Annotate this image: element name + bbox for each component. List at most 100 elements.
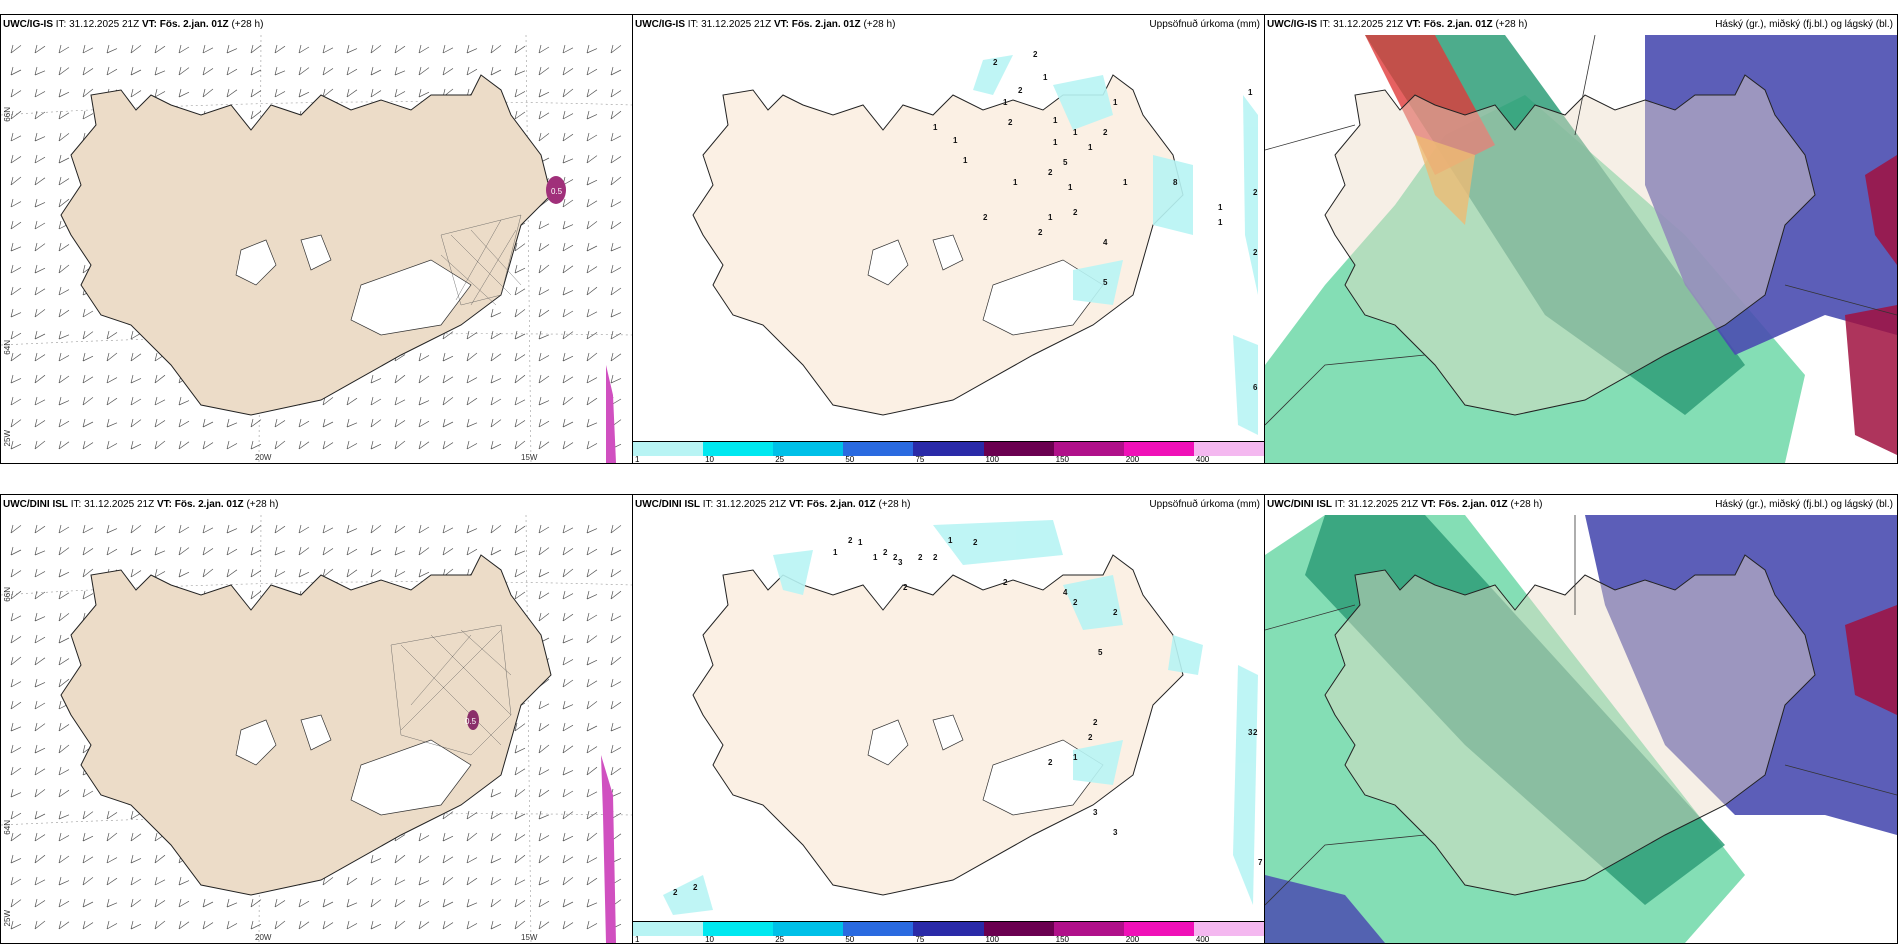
wind-barb <box>538 876 550 886</box>
wind-barb <box>10 198 22 208</box>
wind-barb <box>538 832 550 842</box>
wind-barb <box>610 590 622 600</box>
wind-barb <box>58 176 70 186</box>
wind-barb <box>538 810 550 820</box>
wind-barb <box>58 788 70 798</box>
wind-barb <box>58 590 70 600</box>
wind-barb <box>562 110 574 120</box>
wind-barb <box>10 766 22 776</box>
colorbar-tick: 10 <box>705 935 715 944</box>
precip-value-label: 8 <box>1173 178 1178 187</box>
wind-barb <box>130 810 142 820</box>
wind-barb <box>562 308 574 318</box>
wind-barb <box>538 110 550 120</box>
precip-value-label: 1 <box>1073 128 1078 137</box>
wind-barb <box>490 810 502 820</box>
colorbar-swatch <box>1123 921 1195 936</box>
wind-barb <box>154 396 166 406</box>
precip-value-label: 2 <box>1038 228 1043 237</box>
lat-label-64: 64N <box>3 820 12 835</box>
precip-value-label: 2 <box>673 888 678 897</box>
wind-barb <box>130 396 142 406</box>
wind-barb <box>346 396 358 406</box>
wind-barb <box>10 722 22 732</box>
wind-barb <box>586 88 598 98</box>
wind-barb <box>82 920 94 930</box>
wind-barb <box>538 418 550 428</box>
precip-value-label: 3 <box>1248 728 1253 737</box>
wind-barb <box>130 44 142 54</box>
wind-barb <box>490 440 502 450</box>
panel-wind-top: UWC/IG-IS IT: 31.12.2025 21Z VT: Fös. 2.… <box>0 14 633 464</box>
panel-precip-top: UWC/IG-IS IT: 31.12.2025 21Z VT: Fös. 2.… <box>632 14 1265 464</box>
wind-barb <box>370 524 382 534</box>
wind-barb <box>394 524 406 534</box>
wind-barb <box>322 568 334 578</box>
wind-barb <box>202 88 214 98</box>
wind-barb <box>562 242 574 252</box>
precip-value-label: 6 <box>1253 383 1258 392</box>
colorbar-swatch <box>773 921 845 936</box>
wind-barb <box>442 66 454 76</box>
wind-barb <box>610 330 622 340</box>
precip-value-label: 2 <box>1253 728 1258 737</box>
colorbar-swatch <box>773 441 845 456</box>
wind-barb <box>538 568 550 578</box>
lon-label-15: 15W <box>521 933 538 942</box>
wind-barb <box>226 898 238 908</box>
wind-barb <box>514 396 526 406</box>
wind-barb <box>322 88 334 98</box>
wind-barb <box>514 440 526 450</box>
wind-barb <box>10 678 22 688</box>
wind-barb <box>250 110 262 120</box>
wind-barb <box>490 396 502 406</box>
precip-value-label: 1 <box>1013 178 1018 187</box>
precip-value-label: 2 <box>993 58 998 67</box>
wind-barb <box>34 418 46 428</box>
wind-barb <box>10 418 22 428</box>
wind-barb <box>610 568 622 578</box>
wind-barb <box>466 66 478 76</box>
wind-barb <box>58 264 70 274</box>
magenta-band <box>606 365 616 463</box>
lon-label-15: 15W <box>521 453 538 462</box>
wind-barb <box>514 876 526 886</box>
wind-barb <box>274 88 286 98</box>
wind-barb <box>610 612 622 622</box>
wind-barb <box>178 440 190 450</box>
wind-barb <box>10 744 22 754</box>
wind-barb <box>106 546 118 556</box>
wind-barb <box>538 440 550 450</box>
wind-barb <box>34 634 46 644</box>
wind-barb <box>562 656 574 666</box>
wind-barb <box>130 832 142 842</box>
wind-barb <box>562 700 574 710</box>
wind-barb <box>418 44 430 54</box>
wind-barb <box>34 330 46 340</box>
wind-barb <box>562 898 574 908</box>
wind-barb <box>562 264 574 274</box>
precip-value-label: 5 <box>1103 278 1108 287</box>
wind-barb <box>34 286 46 296</box>
hatch-area <box>440 214 522 306</box>
wind-barb <box>586 330 598 340</box>
wind-barb <box>538 920 550 930</box>
wind-barb <box>226 66 238 76</box>
wind-barb <box>346 44 358 54</box>
wind-barb <box>466 396 478 406</box>
wind-barb <box>34 766 46 776</box>
precip-value-label: 2 <box>1018 86 1023 95</box>
wind-barb <box>82 88 94 98</box>
wind-barb <box>58 154 70 164</box>
wind-barb <box>82 440 94 450</box>
lat-label-66: 66N <box>3 107 12 122</box>
wind-barb <box>586 154 598 164</box>
wind-barb <box>346 524 358 534</box>
wind-barb <box>10 810 22 820</box>
wind-barb <box>514 66 526 76</box>
colorbar-swatch <box>983 441 1055 456</box>
colorbar-tick: 25 <box>775 455 785 464</box>
wind-barb <box>10 788 22 798</box>
wind-barb <box>538 44 550 54</box>
wind-barb <box>10 220 22 230</box>
